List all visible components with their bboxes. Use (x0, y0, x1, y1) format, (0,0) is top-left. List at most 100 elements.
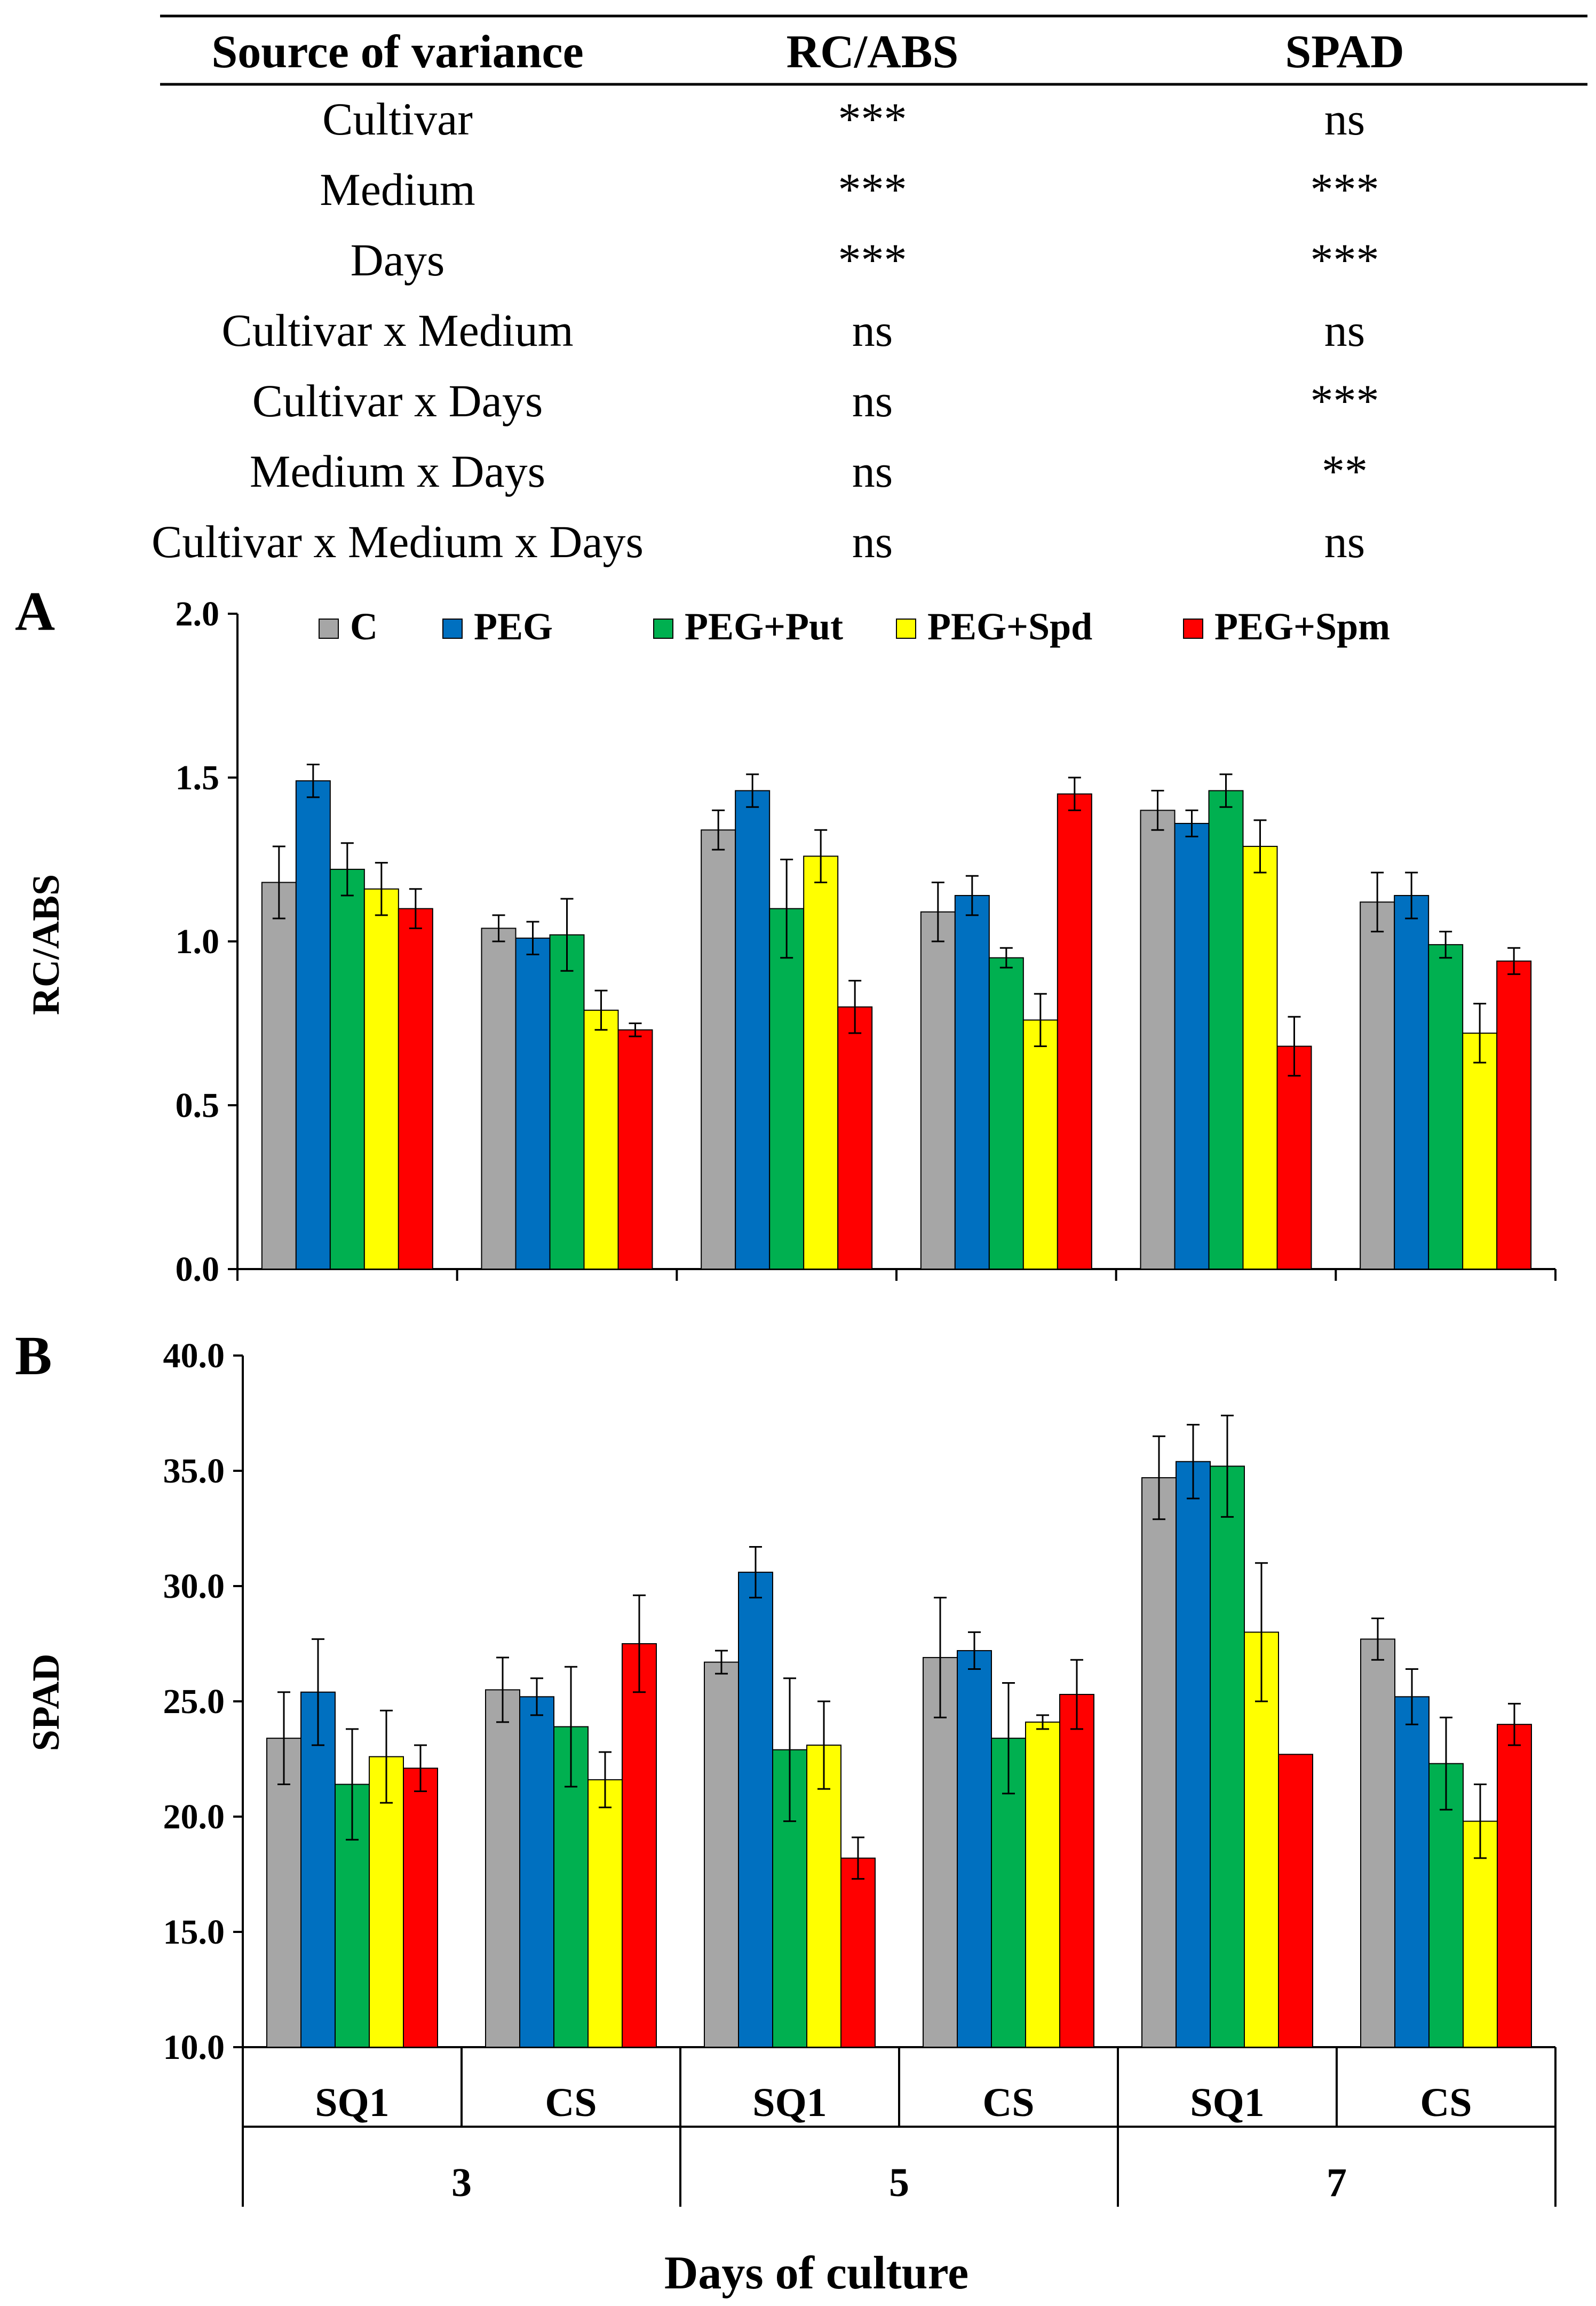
bar-peg-spd-5-cs (1022, 1019, 1058, 1270)
y-tick-label: 0.5 (176, 1086, 220, 1125)
bar-c-7-sq1 (1141, 1477, 1177, 2048)
bar-peg-spd-3-sq1 (363, 888, 399, 1270)
legend-swatch-peg (442, 619, 463, 639)
legend-label-peg-spd: PEG+Spd (927, 605, 1092, 648)
bar-peg-5-sq1 (738, 1572, 773, 2048)
y-tick-label: 30.0 (163, 1567, 225, 1606)
bar-peg-spd-3-cs (583, 1009, 619, 1270)
bar-peg-put-7-cs (1428, 944, 1464, 1270)
x-axis-title: Days of culture (664, 2247, 968, 2299)
bar-peg-spm-5-sq1 (840, 1857, 876, 2048)
x-cultivar-label-cs: CS (545, 2080, 597, 2125)
table-row-source: Days (351, 234, 445, 286)
legend-swatch-peg-put (653, 619, 673, 639)
y-tick-label: 1.0 (176, 922, 220, 961)
table-cell-rcabs: *** (838, 234, 907, 286)
legend-label-peg: PEG (474, 605, 553, 648)
bar-peg-put-7-cs (1428, 1763, 1464, 2048)
table-row-source: Medium (320, 164, 475, 215)
legend: C PEG PEG+Put PEG+Spd PEG+Spm (319, 605, 1390, 648)
table-row-source: Cultivar x Days (252, 375, 543, 426)
bar-peg-spm-3-cs (617, 1029, 653, 1270)
y-tick-label: 20.0 (163, 1797, 225, 1836)
bar-peg-spm-7-cs (1496, 960, 1532, 1270)
panel-b-plot: 10.0 15.0 20.0 25.0 30.0 35.0 40.0 (163, 1336, 1555, 2067)
table-header-source: Source of variance (211, 26, 583, 78)
bar-peg-put-5-sq1 (769, 908, 805, 1270)
x-cultivar-label-cs: CS (1420, 2080, 1472, 2125)
table-cell-rcabs: ns (852, 305, 893, 356)
x-cultivar-label-sq1: SQ1 (752, 2080, 827, 2125)
table-cell-spad: ns (1324, 516, 1365, 567)
x-cultivar-label-sq1: SQ1 (1190, 2080, 1264, 2125)
panel-b-chart: B SPAD 10.0 15.0 20.0 25.0 30.0 35.0 40.0 (15, 1325, 1555, 2067)
bar-peg-3-sq1 (300, 1691, 336, 2048)
bar-peg-5-sq1 (735, 790, 771, 1270)
table-header-spad: SPAD (1285, 26, 1404, 78)
y-tick-label: 1.5 (176, 758, 220, 797)
x-day-label-5: 5 (889, 2160, 909, 2205)
bar-peg-spd-3-cs (587, 1779, 623, 2048)
bar-peg-3-cs (519, 1696, 554, 2048)
bar-peg-put-5-cs (988, 957, 1024, 1270)
bar-peg-spm-7-sq1 (1276, 1045, 1312, 1270)
bar-peg-spd-7-sq1 (1242, 845, 1278, 1270)
bar-peg-7-sq1 (1174, 822, 1210, 1270)
bar-c-3-sq1 (261, 882, 297, 1270)
panel-a-ylabel: RC/ABS (25, 874, 67, 1015)
x-day-label-7: 7 (1327, 2160, 1347, 2205)
table-cell-spad: ** (1322, 446, 1368, 497)
table-cell-rcabs: ns (852, 516, 893, 567)
bar-peg-spm-3-sq1 (403, 1768, 438, 2048)
bar-c-3-sq1 (266, 1738, 301, 2048)
bar-peg-7-sq1 (1176, 1461, 1211, 2048)
y-tick-label: 15.0 (163, 1913, 225, 1952)
bar-peg-spm-5-sq1 (837, 1006, 873, 1270)
table-header-rcabs: RC/ABS (787, 26, 959, 78)
table-cell-spad: ns (1324, 305, 1365, 356)
x-day-label-3: 3 (451, 2160, 472, 2205)
bar-peg-put-7-sq1 (1208, 790, 1244, 1270)
bar-peg-spm-5-cs (1059, 1694, 1094, 2048)
bar-peg-spd-5-sq1 (803, 855, 839, 1270)
legend-label-peg-put: PEG+Put (685, 605, 843, 648)
bar-c-7-cs (1360, 901, 1395, 1270)
x-axis: SQ1 CS SQ1 CS SQ1 CS 3 5 7 (242, 2047, 1557, 2207)
bar-peg-put-7-sq1 (1210, 1465, 1245, 2048)
y-tick-label: 40.0 (163, 1336, 225, 1375)
bar-c-7-cs (1360, 1638, 1395, 2048)
x-cultivar-label-sq1: SQ1 (315, 2080, 389, 2125)
legend-swatch-peg-spd (896, 619, 916, 639)
table-cell-rcabs: ns (852, 375, 893, 426)
table-cell-spad: ns (1324, 93, 1365, 145)
bar-peg-spd-5-cs (1025, 1721, 1060, 2048)
bar-peg-put-3-sq1 (329, 868, 365, 1270)
anova-table: Source of variance RC/ABS SPAD Cultivar *… (152, 14, 1587, 567)
table-cell-spad: *** (1311, 375, 1379, 426)
panel-a-chart: A RC/ABS C PEG PEG+Put PEG+Spd PEG+Spm 0.00.… (15, 581, 1557, 1289)
y-tick-label: 25.0 (163, 1682, 225, 1721)
panel-b-ylabel: SPAD (25, 1654, 67, 1752)
bar-peg-5-cs (957, 1650, 992, 2048)
table-rows: Cultivar *** ns Medium *** *** Days *** *** Culti… (152, 93, 1379, 567)
table-row-source: Cultivar (322, 93, 473, 145)
bar-peg-7-cs (1394, 895, 1430, 1270)
bar-peg-spm-3-cs (622, 1643, 657, 2048)
bar-c-3-cs (481, 928, 517, 1270)
y-tick-label: 0.0 (176, 1250, 220, 1289)
x-cultivar-label-cs: CS (982, 2080, 1034, 2125)
table-cell-spad: *** (1311, 164, 1379, 215)
legend-swatch-c (319, 619, 339, 639)
table-row-source: Medium x Days (250, 446, 545, 497)
table-row-source: Cultivar x Medium x Days (152, 516, 644, 567)
bar-peg-3-sq1 (295, 780, 331, 1270)
bar-c-5-sq1 (701, 829, 736, 1270)
bar-peg-spm-7-sq1 (1278, 1754, 1313, 2048)
panel-a-plot: 0.0 0.5 1.0 1.5 2.0 (176, 595, 1557, 1289)
y-tick-label: 10.0 (163, 2028, 225, 2067)
legend-swatch-peg-spm (1183, 619, 1203, 639)
bar-peg-spm-5-cs (1057, 793, 1092, 1270)
table-cell-rcabs: *** (838, 93, 907, 145)
bar-peg-spd-7-cs (1462, 1032, 1498, 1270)
